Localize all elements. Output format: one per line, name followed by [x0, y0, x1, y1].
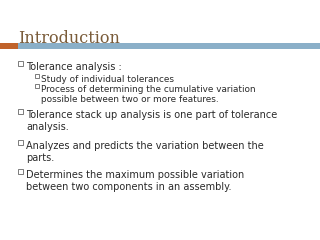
Bar: [18, 139, 23, 144]
Text: Determines the maximum possible variation
between two components in an assembly.: Determines the maximum possible variatio…: [26, 170, 244, 192]
Bar: [35, 74, 39, 78]
Text: Introduction: Introduction: [18, 30, 120, 47]
Text: Study of individual tolerances: Study of individual tolerances: [41, 75, 174, 84]
Bar: [0, 43, 320, 49]
Text: Process of determining the cumulative variation
possible between two or more fea: Process of determining the cumulative va…: [41, 85, 256, 104]
Bar: [0, 43, 18, 49]
Bar: [18, 60, 23, 66]
Bar: [18, 168, 23, 174]
Text: Tolerance analysis :: Tolerance analysis :: [26, 62, 122, 72]
Bar: [35, 84, 39, 88]
Text: Tolerance stack up analysis is one part of tolerance
analysis.: Tolerance stack up analysis is one part …: [26, 110, 277, 132]
Bar: [18, 108, 23, 114]
Text: Analyzes and predicts the variation between the
parts.: Analyzes and predicts the variation betw…: [26, 141, 264, 163]
